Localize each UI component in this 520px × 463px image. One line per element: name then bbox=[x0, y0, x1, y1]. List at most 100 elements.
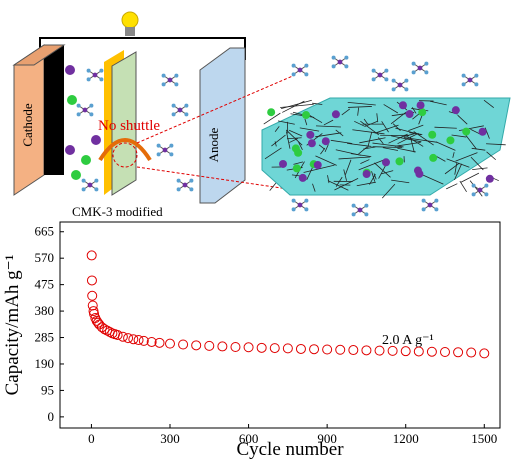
fiber bbox=[359, 137, 386, 144]
atom bbox=[182, 182, 188, 188]
fiber bbox=[327, 180, 349, 191]
particle bbox=[67, 95, 77, 105]
data-point bbox=[191, 340, 202, 351]
fiber bbox=[347, 101, 376, 106]
particle bbox=[405, 109, 414, 118]
atom bbox=[297, 67, 303, 73]
data-point bbox=[269, 343, 280, 354]
fiber bbox=[354, 120, 365, 127]
atom bbox=[364, 203, 369, 208]
particle bbox=[478, 127, 487, 136]
atom bbox=[87, 182, 93, 188]
atom bbox=[421, 198, 426, 203]
fiber bbox=[285, 131, 291, 149]
fiber bbox=[363, 118, 369, 125]
atom bbox=[82, 107, 88, 113]
atom bbox=[384, 77, 389, 82]
atom bbox=[99, 68, 104, 73]
atom bbox=[477, 187, 483, 193]
fiber bbox=[269, 182, 277, 191]
separator-label: CMK-3 modified bbox=[72, 204, 163, 219]
annotation: 2.0 A g⁻¹ bbox=[382, 333, 434, 348]
data-point bbox=[400, 346, 411, 357]
atom bbox=[331, 55, 336, 60]
fiber bbox=[323, 119, 334, 126]
particle bbox=[298, 173, 307, 182]
fiber bbox=[465, 134, 477, 150]
particle bbox=[485, 174, 494, 183]
data-point bbox=[128, 334, 139, 345]
fiber bbox=[403, 133, 415, 138]
atom bbox=[331, 64, 336, 69]
fiber bbox=[434, 126, 457, 129]
fiber bbox=[457, 114, 468, 125]
atom bbox=[189, 178, 194, 183]
data-point bbox=[348, 345, 359, 356]
atom bbox=[384, 68, 389, 73]
arrow bbox=[98, 138, 152, 162]
atom bbox=[174, 73, 179, 78]
fiber bbox=[315, 132, 342, 138]
fiber bbox=[454, 163, 463, 181]
x-tick-label: 1200 bbox=[393, 431, 419, 446]
atom bbox=[461, 73, 466, 78]
data-point bbox=[204, 340, 215, 351]
fiber bbox=[360, 159, 370, 164]
fiber bbox=[372, 142, 404, 148]
atom bbox=[357, 207, 363, 213]
data-point bbox=[479, 348, 490, 359]
fiber bbox=[381, 183, 396, 199]
fiber bbox=[409, 132, 423, 135]
data-point bbox=[322, 344, 333, 355]
fiber bbox=[358, 159, 385, 171]
atom bbox=[304, 207, 309, 212]
atom bbox=[461, 82, 466, 87]
fiber bbox=[483, 99, 495, 108]
data-point bbox=[387, 345, 398, 356]
data-point bbox=[426, 346, 437, 357]
fiber bbox=[334, 178, 359, 191]
data-point bbox=[146, 336, 157, 347]
atom bbox=[484, 183, 489, 188]
fiber bbox=[469, 180, 483, 197]
fiber bbox=[486, 151, 497, 161]
x-tick-label: 0 bbox=[88, 431, 95, 446]
data-point bbox=[309, 344, 320, 355]
fiber bbox=[274, 126, 280, 132]
particle bbox=[71, 170, 81, 180]
cathode-label: Cathode bbox=[20, 103, 35, 147]
data-point bbox=[112, 330, 123, 341]
fiber bbox=[320, 147, 326, 155]
fiber bbox=[263, 112, 281, 125]
wire bbox=[39, 37, 246, 60]
fiber bbox=[382, 147, 399, 151]
atom bbox=[81, 178, 86, 183]
atom bbox=[404, 78, 409, 83]
fiber bbox=[285, 129, 303, 146]
data-point bbox=[335, 344, 346, 355]
fiber bbox=[341, 108, 351, 116]
atom bbox=[421, 207, 426, 212]
y-axis-title: Capacity/mAh g⁻¹ bbox=[2, 254, 23, 395]
fiber bbox=[356, 181, 376, 187]
fiber bbox=[277, 120, 295, 125]
particle bbox=[413, 166, 422, 175]
particle bbox=[302, 111, 311, 120]
atom bbox=[76, 112, 81, 117]
fiber bbox=[307, 113, 323, 124]
atom bbox=[94, 187, 99, 192]
atom bbox=[417, 65, 423, 71]
particle bbox=[292, 164, 301, 173]
zoom-line bbox=[136, 166, 296, 191]
particle bbox=[65, 145, 75, 155]
data-point bbox=[295, 343, 306, 354]
particle bbox=[291, 144, 300, 153]
atom bbox=[391, 78, 396, 83]
cathode-layer bbox=[44, 45, 64, 175]
particle bbox=[313, 160, 322, 169]
particle bbox=[91, 135, 101, 145]
atom bbox=[424, 70, 429, 75]
y-tick-label: 285 bbox=[35, 330, 55, 345]
y-tick-label: 380 bbox=[35, 303, 55, 318]
data-point bbox=[256, 342, 267, 353]
